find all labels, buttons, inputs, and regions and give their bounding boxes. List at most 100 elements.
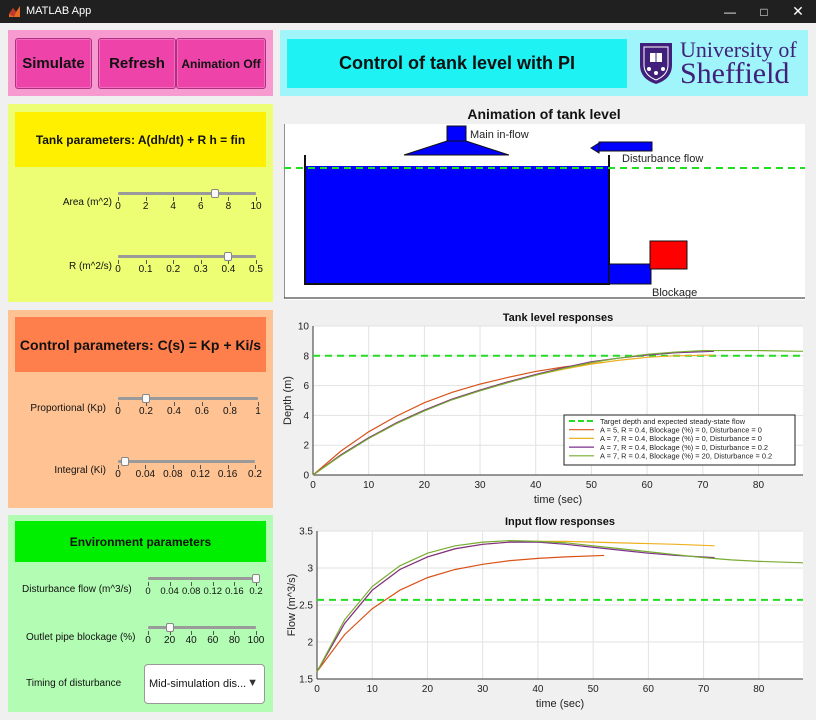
timing-dropdown[interactable]: Mid-simulation dis... ▼ [144, 664, 265, 704]
dist-slider-tick-label: 0.2 [249, 586, 263, 597]
block-slider-thumb[interactable] [165, 623, 174, 632]
x-tick-label: 80 [753, 480, 765, 491]
ki-slider-label: Integral (Ki) [54, 465, 106, 476]
input-flow-chart-title: Input flow responses [504, 516, 616, 528]
dist-slider-track[interactable] [148, 577, 256, 580]
r-slider-label: R (m^2/s) [68, 261, 112, 272]
series-line-1 [316, 554, 605, 672]
ki-slider-track[interactable] [118, 460, 255, 463]
dist-slider-tick [212, 582, 214, 586]
close-button[interactable]: ✕ [792, 3, 804, 19]
area-slider-tick-label: 8 [225, 201, 232, 212]
r-slider-track[interactable] [118, 255, 256, 258]
ki-slider-tick [255, 465, 256, 469]
page-title: Control of tank level with PI [287, 39, 627, 88]
x-tick-label: 60 [642, 480, 654, 491]
area-slider-tick-label: 6 [198, 201, 204, 212]
x-tick-label: 20 [422, 684, 434, 695]
y-tick-label: 2 [307, 638, 313, 649]
legend-entry: Target depth and expected steady-state f… [600, 417, 746, 426]
logo-sheffield-text: Sheffield [680, 57, 790, 90]
x-tick-label: 50 [588, 684, 600, 695]
y-axis-label: Depth (m) [282, 376, 294, 425]
ki-slider-tick-label: 0.08 [163, 469, 183, 480]
r-slider-tick-label: 0 [115, 264, 121, 275]
r-slider-tick [145, 260, 147, 264]
button-panel: Simulate Refresh Animation Off [8, 30, 273, 96]
maximize-button[interactable]: □ [760, 4, 768, 19]
block-slider-tick [169, 631, 171, 635]
kp-slider-tick-label: 1 [255, 406, 261, 417]
window-title: MATLAB App [26, 5, 92, 17]
dropdown-arrow-icon: ▼ [247, 677, 258, 689]
dist-slider-tick-label: 0 [145, 586, 151, 597]
y-tick-label: 4 [303, 411, 309, 422]
r-slider-tick [228, 260, 230, 264]
tank-parameters-panel: Tank parameters: A(dh/dt) + R h = fin Ar… [8, 104, 273, 302]
legend-entry: A = 5, R = 0.4, Blockage (%) = 0, Distur… [600, 426, 762, 435]
y-tick-label: 2.5 [299, 601, 313, 612]
ki-slider-thumb[interactable] [120, 457, 129, 466]
x-tick-label: 60 [643, 684, 655, 695]
animation-title: Animation of tank level [467, 106, 621, 122]
kp-slider-track[interactable] [118, 397, 258, 400]
series-line-4 [312, 349, 804, 476]
y-tick-label: 6 [303, 381, 309, 392]
kp-slider-tick-label: 0.8 [223, 406, 237, 417]
simulate-button[interactable]: Simulate [15, 38, 92, 89]
input-flow-chart: 0 10 20 30 40 50 60 70 80 1.5 2 2.5 3 3.5 time (sec) Fl… [286, 527, 804, 710]
block-slider-tick [191, 631, 193, 635]
block-slider-track[interactable] [148, 626, 256, 629]
block-slider-tick-label: 60 [207, 635, 219, 646]
disturbance-pipe [598, 141, 653, 152]
r-slider-thumb[interactable] [224, 252, 233, 261]
tank-water [305, 166, 609, 284]
y-tick-label: 10 [298, 322, 310, 333]
area-slider-tick-label: 0 [115, 201, 121, 212]
area-slider-thumb[interactable] [210, 189, 219, 198]
ki-slider-tick-label: 0.04 [135, 469, 156, 480]
r-slider-tick-label: 0.4 [221, 264, 236, 275]
minimize-button[interactable]: — [724, 4, 736, 19]
kp-slider-thumb[interactable] [142, 394, 150, 403]
area-slider-label: Area (m^2) [62, 197, 112, 208]
refresh-button[interactable]: Refresh [98, 38, 176, 89]
dist-slider-tick [191, 582, 193, 586]
ki-slider-tick-label: 0.16 [217, 469, 238, 480]
x-tick-label: 20 [419, 480, 431, 491]
blockage-block [649, 240, 688, 270]
ki-slider-tick-label: 0 [115, 469, 121, 480]
block-slider-tick [234, 631, 236, 635]
main-inflow-pipe [446, 125, 467, 142]
animation-toggle-button[interactable]: Animation Off [176, 38, 266, 89]
area-slider-tick [228, 197, 230, 201]
x-axis-label: time (sec) [534, 494, 582, 506]
area-slider-tick-label: 2 [142, 201, 149, 212]
crest-icon [640, 43, 672, 84]
kp-slider-tick-label: 0.6 [195, 406, 209, 417]
window-title-bar[interactable]: MATLAB App — □ ✕ [0, 0, 816, 23]
kp-slider-tick [146, 402, 147, 406]
series-line-4 [316, 540, 804, 672]
area-slider-track[interactable] [118, 192, 256, 195]
ki-slider-tick-label: 0.12 [190, 469, 210, 480]
tank-parameters-title: Tank parameters: A(dh/dt) + R h = fin [15, 112, 266, 167]
y-tick-label: 1.5 [299, 675, 313, 686]
environment-parameters-title: Environment parameters [15, 521, 266, 562]
r-slider-tick-label: 0.3 [193, 264, 208, 275]
x-tick-label: 70 [697, 480, 709, 491]
x-tick-label: 80 [753, 684, 765, 695]
area-slider-tick [200, 197, 202, 201]
ki-slider-tick [145, 465, 147, 469]
area-slider-tick [256, 197, 257, 201]
legend-entry: A = 7, R = 0.4, Blockage (%) = 0, Distur… [600, 434, 762, 443]
kp-slider-tick [230, 402, 231, 406]
matlab-logo-icon [9, 6, 20, 17]
tank-walls [304, 155, 610, 285]
x-tick-label: 70 [698, 684, 710, 695]
ki-slider-tick [172, 465, 174, 469]
tank-animation: Main in-flow Disturbance flow Blockage [284, 124, 805, 300]
area-slider-tick-label: 4 [170, 201, 176, 212]
dist-slider-thumb[interactable] [252, 574, 260, 583]
x-tick-label: 50 [586, 480, 598, 491]
